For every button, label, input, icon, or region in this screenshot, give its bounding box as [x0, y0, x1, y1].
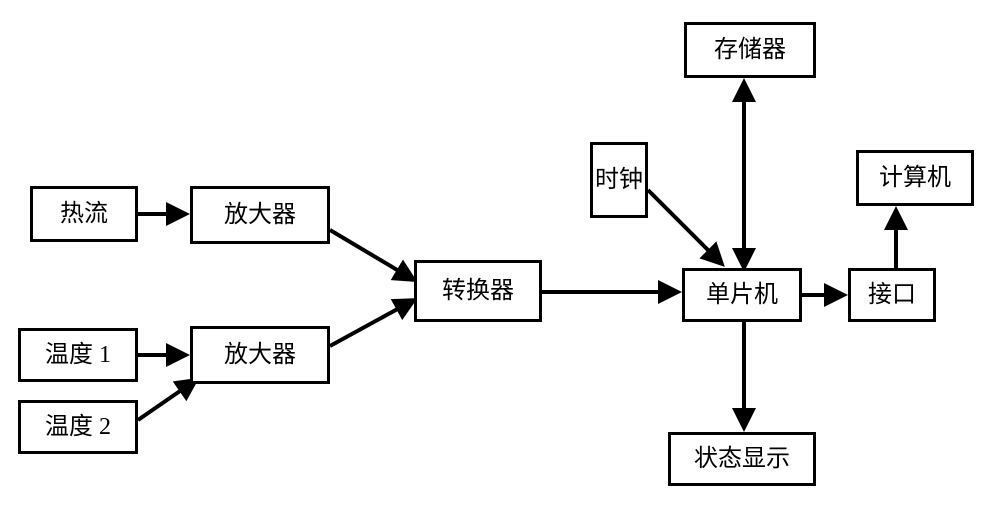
label: 状态显示: [694, 446, 790, 472]
label: 放大器: [224, 202, 296, 228]
node-amp1: 放大器: [190, 186, 330, 244]
label: 计算机: [879, 165, 951, 191]
node-converter: 转换器: [414, 260, 542, 322]
node-status: 状态显示: [668, 432, 816, 486]
label: 热流: [60, 201, 108, 227]
node-heat-flow: 热流: [30, 186, 138, 242]
node-temp2: 温度 2: [18, 400, 138, 454]
node-clock: 时钟: [590, 142, 648, 218]
label: 转换器: [442, 278, 514, 304]
node-mcu: 单片机: [682, 268, 802, 322]
label: 时钟: [595, 167, 643, 193]
label: 温度 2: [45, 414, 111, 440]
node-memory: 存储器: [684, 22, 816, 78]
label: 温度 1: [45, 342, 111, 368]
label: 放大器: [224, 342, 296, 368]
node-temp1: 温度 1: [18, 328, 138, 382]
node-amp2: 放大器: [190, 326, 330, 384]
node-computer: 计算机: [856, 150, 974, 206]
label: 单片机: [706, 282, 778, 308]
node-interface: 接口: [848, 268, 936, 322]
label: 存储器: [714, 37, 786, 63]
label: 接口: [868, 282, 916, 308]
